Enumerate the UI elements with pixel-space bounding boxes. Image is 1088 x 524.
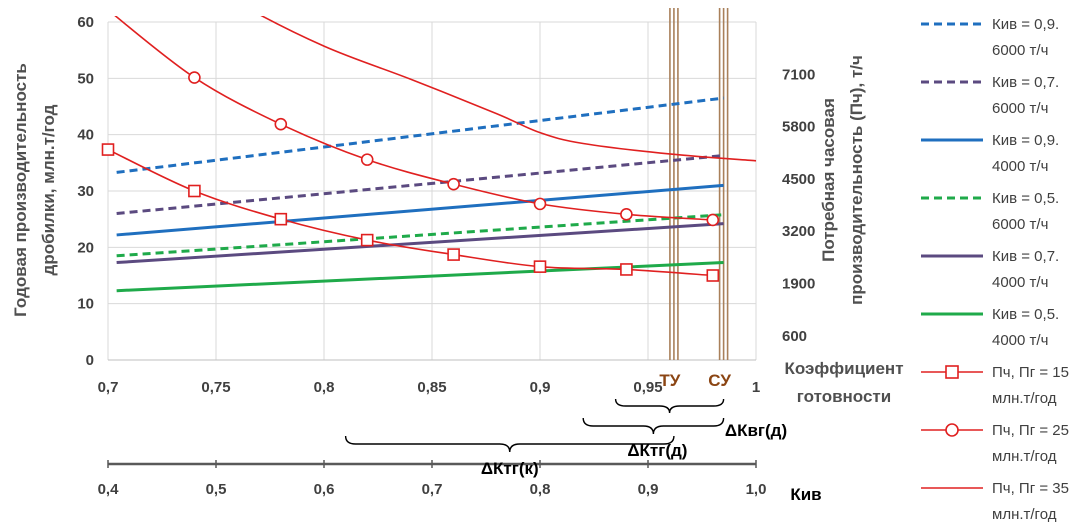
legend-label: 6000 т/ч: [992, 42, 1048, 59]
series-point-square: [360, 233, 374, 247]
series-point-square: [533, 260, 547, 273]
series-line-7: [108, 148, 713, 277]
legend-label: млн.т/год: [992, 506, 1057, 523]
x-tick-label: 0,75: [201, 379, 230, 396]
series-markers: [101, 71, 720, 282]
series-line-9: [260, 16, 757, 162]
series-point-circle: [360, 153, 374, 166]
x-tick-label: 0,9: [530, 379, 551, 396]
series-point-square: [274, 212, 288, 226]
vertical-marker-label: ТУ: [659, 371, 680, 390]
series-line-1: [116, 96, 724, 174]
series-point-circle: [274, 117, 288, 131]
legend-label: 6000 т/ч: [992, 100, 1048, 117]
legend-label: Пч, Пг = 15: [992, 364, 1069, 381]
series-line-4: [116, 213, 724, 258]
legend-marker-circle: [945, 423, 959, 437]
legend-label: Кив = 0,5.: [992, 306, 1059, 323]
series-line-5: [116, 222, 724, 265]
legend-label: Кив = 0,7.: [992, 248, 1059, 265]
y-left-tick-label: 20: [77, 239, 94, 256]
vertical-markers: ТУ СУ: [659, 8, 731, 390]
series-point-square: [706, 269, 720, 282]
y-right-label: Потребная часовая: [819, 98, 838, 262]
y-left-label: Годовая производительность: [11, 63, 30, 317]
legend-label: Кив = 0,5.: [992, 190, 1059, 207]
brackets: ΔКтг(к) ΔКтг(д) ΔКвг(д): [344, 398, 787, 478]
x-axis-label-2: готовности: [797, 387, 891, 406]
series-point-square: [447, 248, 460, 261]
bracket-ktg-k: [344, 435, 675, 453]
secondary-tick-label: 0,6: [314, 481, 335, 498]
y-right-label: производительность (Пч), т/ч: [847, 55, 866, 305]
y-right-tick-label: 5800: [782, 119, 815, 136]
legend-label: Кив = 0,9.: [992, 132, 1059, 149]
y-left-tick-label: 40: [77, 127, 94, 144]
y-left-tick-label: 10: [77, 296, 94, 313]
legend-label: Пч, Пг = 25: [992, 422, 1069, 439]
series-point-circle: [533, 197, 547, 211]
secondary-tick-label: 0,9: [638, 481, 659, 498]
y-right-tick-label: 7100: [782, 66, 815, 83]
secondary-axis-label: Кив: [790, 485, 821, 504]
series-line-2: [116, 154, 724, 216]
legend: Кив = 0,9. 6000 т/ч Кив = 0,7. 6000 т/ч Кив …: [921, 16, 1069, 523]
x-axis-label-1: Коэффициент: [784, 359, 903, 378]
y-left-label: дробилки, млн.т/год: [39, 104, 58, 275]
series-point-circle: [188, 71, 201, 84]
legend-label: 4000 т/ч: [992, 332, 1048, 349]
x-tick-label: 0,85: [417, 379, 446, 396]
x-tick-label: 0,8: [314, 379, 335, 396]
legend-label: 4000 т/ч: [992, 158, 1048, 175]
bracket-kvg-d: [614, 398, 725, 414]
secondary-tick-label: 0,8: [530, 481, 551, 498]
y-right-tick-label: 3200: [782, 223, 815, 240]
y-right-tick-label: 600: [782, 328, 807, 345]
legend-label: 4000 т/ч: [992, 274, 1048, 291]
y-left-tick-label: 30: [77, 183, 94, 200]
y-right-tick-label: 4500: [782, 171, 815, 188]
series-point-circle: [447, 177, 460, 191]
secondary-tick-label: 0,7: [422, 481, 443, 498]
series-point-square: [620, 263, 633, 276]
legend-label: Кив = 0,9.: [992, 16, 1059, 33]
y-left-tick-label: 50: [77, 70, 94, 87]
x-tick-label: 1: [752, 379, 760, 396]
series-point-square: [101, 143, 115, 156]
legend-label: Пч, Пг = 35: [992, 480, 1069, 497]
y-left-tick-label: 0: [86, 352, 94, 369]
vertical-marker-label: СУ: [708, 371, 731, 390]
secondary-tick-label: 0,4: [98, 481, 120, 498]
x-tick-label: 0,95: [633, 379, 662, 396]
y-right-tick-label: 1900: [782, 276, 815, 293]
axes: 0 10 20 30 40 50 60 0,7 0,75 0,8 0,85 0,9 0,95 1 600 19…: [11, 14, 904, 504]
legend-label: 6000 т/ч: [992, 216, 1048, 233]
series-line-3: [116, 183, 724, 237]
legend-label: млн.т/год: [992, 448, 1057, 465]
bracket-label-kvg-d: ΔКвг(д): [725, 421, 787, 440]
secondary-tick-label: 1,0: [746, 481, 767, 498]
secondary-tick-label: 0,5: [206, 481, 227, 498]
legend-label: млн.т/год: [992, 390, 1057, 407]
legend-marker-square: [945, 365, 959, 379]
y-left-tick-label: 60: [77, 14, 94, 31]
bracket-label-ktg-k: ΔКтг(к): [481, 459, 539, 478]
legend-label: Кив = 0,7.: [992, 74, 1059, 91]
bracket-label-ktg-d: ΔКтг(д): [627, 441, 687, 460]
x-tick-label: 0,7: [98, 379, 119, 396]
bracket-ktg-d: [582, 417, 725, 435]
series-point-circle: [620, 208, 633, 221]
series-point-circle: [706, 213, 720, 227]
series-point-square: [188, 184, 201, 198]
